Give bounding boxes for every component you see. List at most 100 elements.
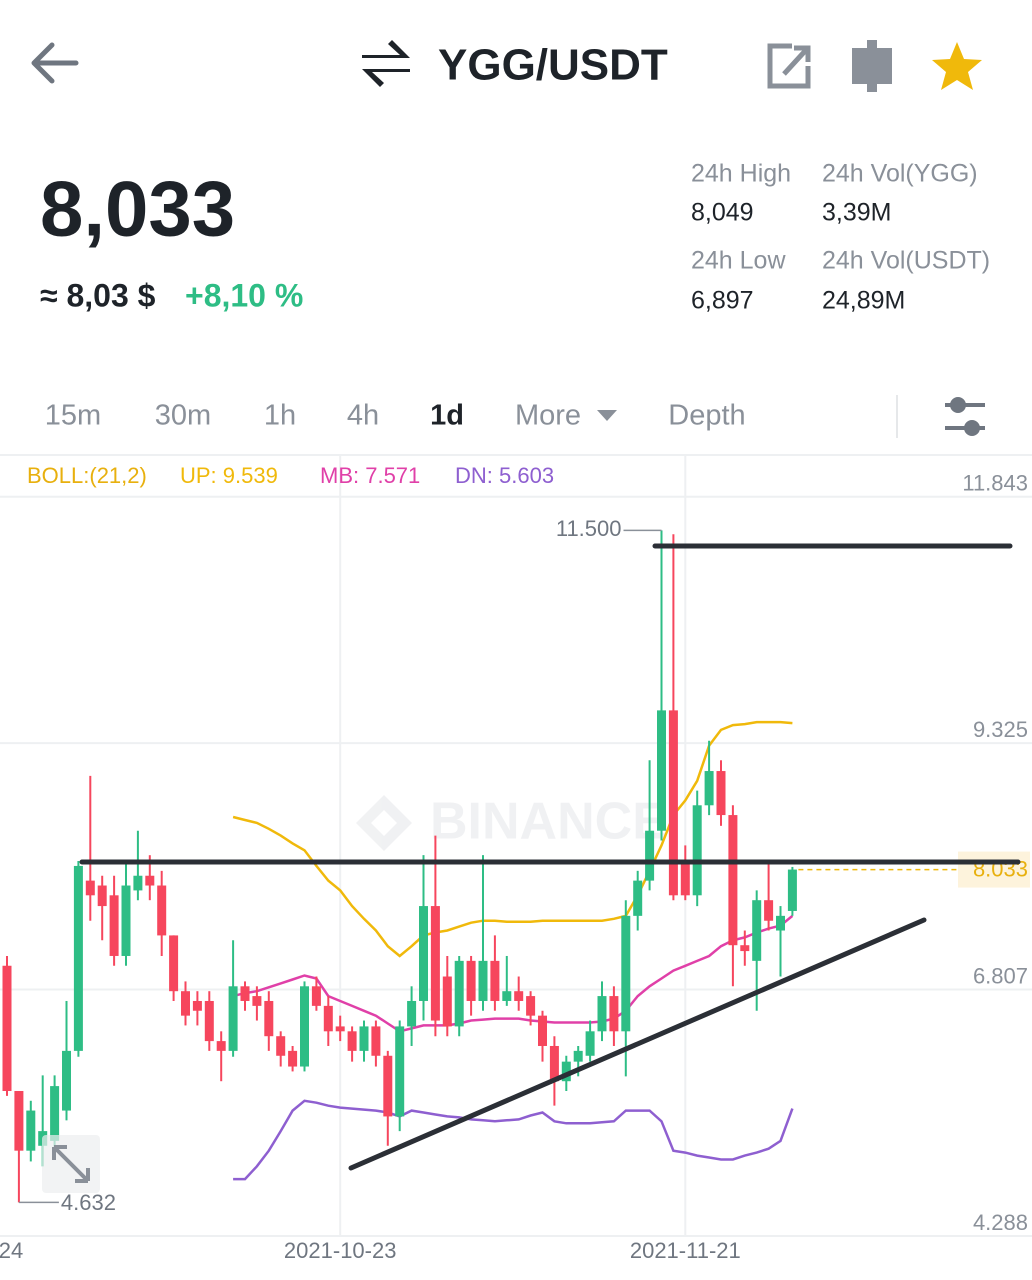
candle-body [561,1061,571,1082]
candle-body [264,1000,274,1037]
candle-body [14,1090,24,1151]
stat-label: 24h High [691,160,791,188]
candles [2,530,797,1203]
expand-button[interactable] [42,1135,100,1193]
candle-body [645,830,655,881]
candle-body [288,1050,298,1067]
candle-body [442,976,452,1027]
watermark: BINANCE [356,793,667,851]
interval-tab[interactable]: 1h [264,400,296,432]
chart-settings[interactable] [945,397,985,436]
chart: BINANCE 11.843 9.325 6.807 4.288 09-24 2021-1… [0,455,1032,1263]
pair-title[interactable]: YGG/USDT [438,41,668,90]
x-tick-label: 09-24 [0,1238,23,1263]
interval-tab[interactable]: 15m [45,400,101,432]
candle-body [752,900,762,961]
candle-body [549,1045,559,1082]
x-tick-label: 2021-11-21 [630,1238,741,1263]
candle-body [121,885,131,956]
candle-body [371,1026,381,1056]
candle-body [252,996,262,1006]
candle-body [787,869,797,911]
band-line [232,914,794,1033]
candle-body [430,906,440,1021]
candle-body [597,996,607,1032]
last-price: 8,033 [40,165,235,253]
candle-body [26,1110,36,1151]
candle-body [692,805,702,896]
candle-body [609,996,619,1032]
stat-value: 3,39M [822,199,891,227]
candle-body [62,1050,71,1111]
candle-body [216,1041,226,1051]
candle-body [573,1050,583,1062]
candle-body [97,885,107,907]
price-change: +8,10 % [185,277,303,313]
candle-body [490,960,500,1001]
interval-tab[interactable]: 4h [347,400,379,432]
watermark-text: BINANCE [430,793,667,851]
stat-value: 8,049 [691,199,754,227]
y-tick-label: 4.288 [973,1210,1028,1235]
candle-body [276,1036,286,1056]
candle-body [407,1000,417,1027]
drawing-lines[interactable] [79,543,1021,1171]
candle-body [776,915,785,931]
candle-body [192,1000,202,1011]
y-tick-label: 9.325 [973,717,1028,742]
y-tick-label: 6.807 [973,963,1028,988]
candle-body [395,1026,405,1117]
back-button[interactable] [31,42,79,84]
legend-entry: UP: 9.539 [180,463,278,488]
candle-body [668,710,678,896]
last-price-box [958,851,1030,888]
candle-body [585,1031,595,1056]
candle-body [228,986,238,1051]
swap-icon[interactable] [362,40,410,87]
candle-body [704,771,714,806]
more-caret[interactable] [597,410,617,421]
stat-label: 24h Vol(YGG) [822,160,978,188]
share-icon[interactable] [767,43,811,89]
max-label: 11.500 [556,516,622,541]
interval-tab[interactable]: 1d [430,400,464,432]
candle-body [657,710,666,831]
candle-body [466,960,476,1001]
legend-entry: MB: 7.571 [320,463,420,488]
candle-body [478,960,488,1001]
y-tick-label: 11.843 [962,471,1028,496]
candle-body [538,1015,547,1046]
candle-body [50,1086,60,1141]
candle-body [514,991,524,1001]
min-label: 4.632 [61,1190,116,1215]
candle-body [728,815,738,946]
stat-label: 24h Low [691,247,786,275]
interval-tabs: 15m 30m 1h 4h 1d More Depth [45,400,746,432]
interval-tab[interactable]: More [515,400,581,432]
candle-body [145,875,155,886]
axis-labels: 11.843 9.325 6.807 4.288 09-24 2021-10-23 2021… [0,463,1030,1263]
indicator-name: BOLL:(21,2) [27,463,147,488]
candle-body [740,945,750,952]
candle-body [311,986,321,1006]
candle-body [323,1005,333,1032]
candle-body [526,996,536,1016]
candle-body [335,1026,345,1032]
band-line [233,1099,794,1181]
layout-icon[interactable] [852,40,892,92]
candle-body [680,861,690,896]
favorite-star[interactable] [932,42,982,90]
candle-body [633,880,643,916]
candle-body [2,965,12,1091]
usd-price: ≈ 8,03 $ [40,277,156,313]
candle-body [359,1026,369,1051]
interval-tab[interactable]: Depth [668,400,745,432]
band-line [232,720,793,958]
candle-body [716,771,726,816]
stat-value: 24,89M [822,287,905,315]
candle-body [347,1031,357,1051]
candle-body [240,986,250,1001]
interval-tab[interactable]: 30m [155,400,211,432]
